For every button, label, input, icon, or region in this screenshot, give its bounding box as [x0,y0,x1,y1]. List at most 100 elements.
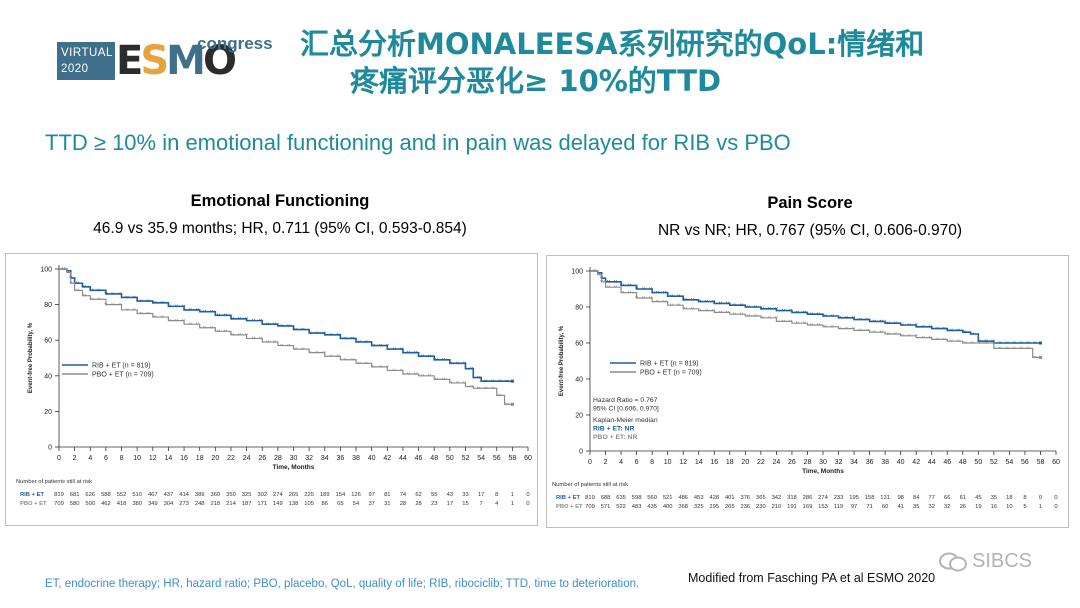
censor-mark [160,315,164,319]
censor-mark [139,311,143,315]
censor-mark [970,332,974,335]
censor-mark [914,334,918,337]
x-tick-label: 24 [243,455,251,462]
censor-mark [449,381,453,384]
censor-mark [477,375,481,379]
censor-mark [209,309,213,313]
censor-mark [223,329,228,333]
censor-mark [188,322,192,326]
censor-mark [760,316,764,319]
x-tick-label: 20 [741,459,749,466]
censor-mark [230,317,235,320]
risk-value: 325 [694,504,704,510]
virtual-badge: VIRTUAL 2020 [57,42,115,80]
censor-mark [656,290,660,294]
censor-mark [746,305,750,308]
censor-mark [914,323,918,326]
censor-mark [385,365,389,368]
censor-mark [273,322,277,326]
footnote: ET, endocrine therapy; HR, hazard ratio;… [45,578,640,590]
censor-mark [378,343,382,347]
censor-mark [357,340,361,343]
censor-mark [628,283,632,287]
risk-value: 171 [257,501,267,507]
censor-mark [266,322,270,326]
x-tick-label: 52 [462,455,470,462]
risk-value: 681 [70,492,80,498]
risk-value: 105 [304,501,314,507]
x-tick-label: 4 [619,459,623,466]
x-tick-label: 2 [604,459,608,466]
censor-mark [364,340,368,343]
y-axis-label: Event-free Probability, % [559,325,565,396]
censor-mark [146,311,150,315]
censor-mark [442,358,446,361]
censor-mark [97,297,101,301]
risk-value: 97 [368,492,374,498]
risk-value: 230 [756,504,766,510]
x-tick-label: 38 [352,455,360,462]
risk-value: 265 [725,504,735,510]
censor-mark [118,302,122,306]
censor-mark [739,303,744,307]
censor-mark [621,290,625,294]
x-tick-label: 46 [415,455,423,462]
risk-row-label: RIB + ET [20,492,44,498]
risk-value: 318 [787,495,797,501]
risk-value: 0 [1039,495,1042,501]
censor-mark [139,299,143,302]
censor-mark [725,301,730,305]
x-tick-label: 60 [1052,459,1060,466]
censor-mark [886,332,890,335]
risk-value: 55 [431,492,437,498]
x-tick-label: 0 [57,455,61,462]
risk-value: 273 [179,501,189,507]
censor-mark [837,316,841,319]
risk-value: 552 [117,492,127,498]
censor-mark [174,304,178,308]
censor-mark [760,307,764,310]
censor-mark [732,312,737,316]
y-tick-label: 40 [44,373,52,380]
risk-value: 274 [818,495,828,501]
x-tick-label: 28 [804,459,812,466]
x-tick-label: 50 [446,455,454,462]
censor-mark [753,305,757,308]
censor-mark [83,285,87,288]
censor-mark [498,379,502,383]
censor-mark [195,322,199,326]
x-tick-label: 16 [710,459,718,466]
censor-mark [879,330,883,334]
censor-mark [252,336,256,340]
censor-mark [385,343,389,347]
censor-mark [245,333,249,336]
censor-mark [774,307,778,310]
x-tick-label: 20 [211,455,219,462]
x-tick-label: 58 [1037,459,1045,466]
censor-mark [280,343,284,347]
annotation-rib: RIB + ET: NR [593,426,634,433]
risk-value: 819 [54,492,64,498]
risk-value: 19 [975,504,981,510]
censor-mark [928,325,932,328]
censor-mark [350,358,354,361]
censor-mark [935,337,939,341]
x-tick-label: 4 [88,455,92,462]
y-axis-label: Event-free Probability, % [28,322,34,393]
risk-value: 626 [85,492,95,498]
risk-value: 265 [289,492,299,498]
risk-value: 126 [351,492,361,498]
x-tick-label: 54 [477,455,485,462]
x-tick-label: 52 [990,459,998,466]
x-tick-label: 12 [679,459,687,466]
risk-value: 77 [929,495,935,501]
censor-mark [434,377,439,381]
censor-mark [635,287,639,290]
x-tick-label: 30 [290,455,298,462]
censor-mark [470,366,474,370]
chart-subtitle: NR vs NR; HR, 0.767 (95% CI, 0.606-0.970… [657,222,963,239]
risk-value: 236 [740,504,750,510]
censor-mark [484,379,488,383]
